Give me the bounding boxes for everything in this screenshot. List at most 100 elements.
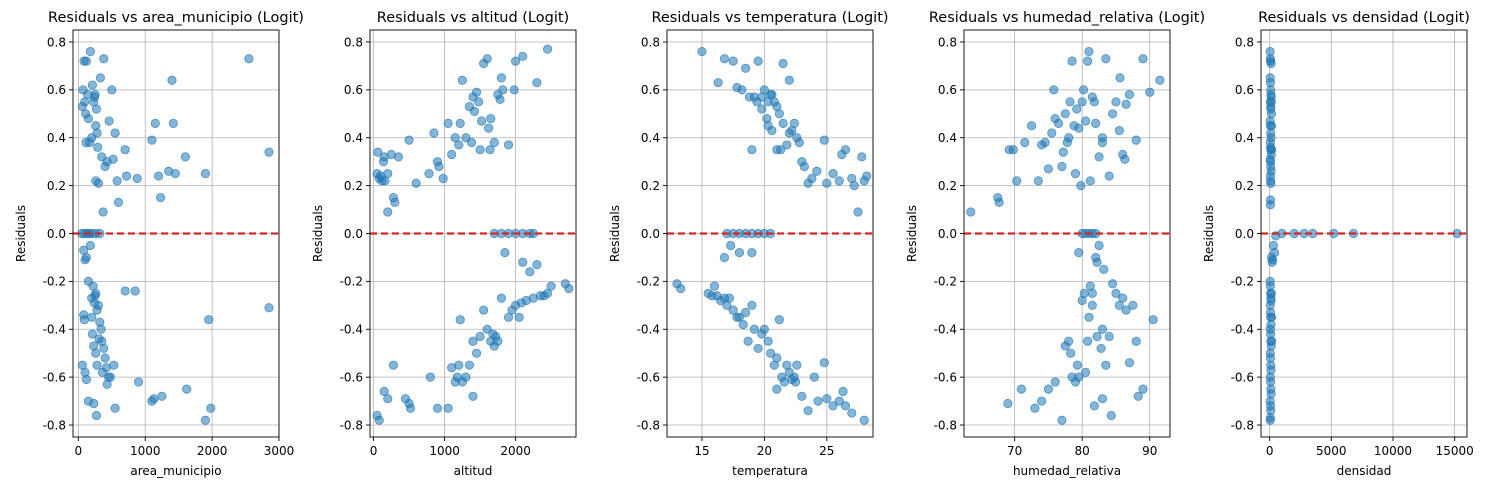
data-point <box>1101 360 1111 370</box>
data-point <box>1266 252 1277 263</box>
data-point <box>525 267 535 277</box>
y-tick-label: -0.6 <box>637 370 660 384</box>
data-point <box>1067 56 1077 66</box>
data-point <box>799 161 809 172</box>
data-point <box>1107 109 1118 119</box>
data-point <box>807 173 817 184</box>
data-point <box>93 300 104 310</box>
data-point <box>1074 372 1084 382</box>
data-point <box>99 343 109 354</box>
data-point <box>1072 104 1082 114</box>
data-point <box>1057 161 1067 172</box>
data-point <box>90 90 100 100</box>
data-point <box>1079 288 1089 298</box>
data-point <box>100 353 110 363</box>
data-point <box>1111 288 1121 298</box>
x-tick-label: 1000 <box>130 444 161 458</box>
data-point <box>1115 73 1125 83</box>
data-point <box>1266 97 1276 107</box>
data-point <box>819 135 829 145</box>
data-point <box>747 300 757 310</box>
data-point <box>92 128 102 138</box>
data-point <box>813 396 823 406</box>
x-axis-label: altitud <box>454 464 493 478</box>
data-point <box>1008 145 1018 155</box>
data-point <box>1077 97 1087 107</box>
data-point <box>130 286 140 296</box>
data-point <box>454 140 464 150</box>
data-point <box>784 75 794 85</box>
y-tick-label: -0.6 <box>43 370 66 384</box>
x-tick-label: 70 <box>1007 444 1022 458</box>
data-point <box>464 360 475 370</box>
y-tick-label: -0.4 <box>934 323 957 337</box>
data-point <box>1030 403 1040 413</box>
data-point <box>87 329 97 339</box>
data-point <box>105 372 116 382</box>
x-tick-label: 10000 <box>1374 444 1412 458</box>
data-point <box>466 137 477 148</box>
data-point <box>471 348 482 358</box>
data-point <box>1050 377 1060 387</box>
data-point <box>434 161 444 172</box>
data-point <box>1080 367 1091 377</box>
y-tick-label: 0.2 <box>641 179 660 193</box>
data-point <box>1096 343 1106 354</box>
data-point <box>485 145 495 155</box>
data-point <box>1057 415 1067 425</box>
data-point <box>475 331 485 342</box>
data-point <box>374 415 384 425</box>
data-point <box>772 384 782 394</box>
data-point <box>455 118 465 128</box>
y-tick-label: 0.6 <box>938 83 957 97</box>
data-point <box>91 104 102 114</box>
data-point <box>157 391 167 401</box>
data-point <box>500 248 510 258</box>
y-tick-label: 0.2 <box>938 179 957 193</box>
data-point <box>1131 336 1141 346</box>
data-point <box>1267 336 1277 346</box>
data-point <box>1131 135 1141 145</box>
y-tick-label: 0.4 <box>47 131 66 145</box>
data-point <box>469 106 480 117</box>
data-point <box>1074 123 1084 133</box>
y-tick-label: -0.8 <box>43 418 66 432</box>
data-point <box>77 360 87 370</box>
data-point <box>1092 257 1102 267</box>
data-point <box>1097 394 1108 404</box>
data-point <box>822 178 832 188</box>
y-tick-label: -0.2 <box>637 275 660 289</box>
data-point <box>1104 331 1114 342</box>
data-point <box>738 319 748 330</box>
y-tick-label: 0.8 <box>641 35 660 49</box>
panel-2: -0.8 -0.6 -0.4 -0.2 0.0 0.2 0.4 0.6 0.8 0 1000 2000… <box>311 10 577 478</box>
data-point <box>404 135 414 145</box>
panel-title: Residuals vs densidad (Logit) <box>1258 10 1470 26</box>
data-point <box>438 173 448 184</box>
data-point <box>828 401 838 411</box>
y-axis-label: Residuals <box>311 205 325 262</box>
data-point <box>97 367 108 377</box>
y-tick-label: 0.0 <box>344 227 363 241</box>
data-point <box>479 305 489 315</box>
y-tick-label: -0.2 <box>1231 275 1254 289</box>
data-point <box>81 252 91 263</box>
data-point <box>496 293 507 303</box>
y-tick-label: -0.6 <box>340 370 363 384</box>
y-tick-label: -0.4 <box>43 323 66 337</box>
data-point <box>741 63 751 73</box>
panel-title: Residuals vs area_municipio (Logit) <box>48 10 304 26</box>
data-point <box>1097 137 1108 148</box>
data-point <box>1003 398 1013 409</box>
data-point <box>91 410 102 421</box>
data-point <box>840 145 851 155</box>
data-point <box>676 283 686 294</box>
x-tick-label: 0 <box>370 444 378 458</box>
data-point <box>1033 176 1043 186</box>
y-tick-label: 0.6 <box>47 83 66 97</box>
data-point <box>147 135 157 145</box>
data-point <box>96 324 106 334</box>
data-point <box>1104 171 1114 181</box>
data-point <box>149 394 159 404</box>
data-point <box>390 197 400 207</box>
